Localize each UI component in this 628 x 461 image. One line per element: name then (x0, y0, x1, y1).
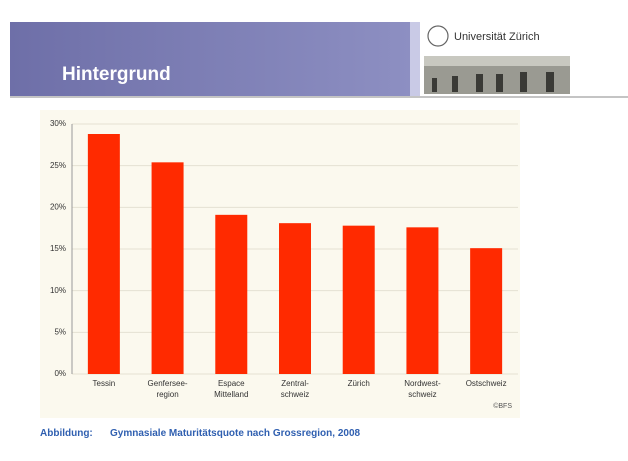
y-tick-label: 5% (54, 327, 66, 336)
y-tick-label: 15% (50, 244, 66, 253)
bar (406, 227, 438, 374)
bar (215, 215, 247, 374)
y-tick-label: 20% (50, 202, 66, 211)
logo-building-top (424, 56, 570, 66)
logo-seal (428, 26, 448, 46)
bar (279, 223, 311, 374)
caption-label: Abbildung: (40, 428, 93, 439)
x-tick-label: Ostschweiz (466, 379, 507, 388)
bar (470, 248, 502, 374)
y-tick-label: 25% (50, 161, 66, 170)
y-tick-label: 0% (54, 369, 66, 378)
x-tick-label: Zürich (348, 379, 370, 388)
x-tick-label: Tessin (93, 379, 116, 388)
source: ©BFS (493, 402, 512, 410)
slide-title: Hintergrund (62, 64, 171, 85)
slide: Hintergrund Universität Zürich 0% 5% 10% 15… (0, 0, 628, 461)
caption-text: Gymnasiale Maturitätsquote nach Grossreg… (110, 428, 361, 439)
header-strip (410, 22, 420, 96)
bar (152, 162, 184, 374)
y-tick-label: 30% (50, 119, 66, 128)
logo-text: Universität Zürich (454, 31, 540, 43)
y-tick-label: 10% (50, 286, 66, 295)
bar (88, 134, 120, 374)
bar (343, 226, 375, 374)
